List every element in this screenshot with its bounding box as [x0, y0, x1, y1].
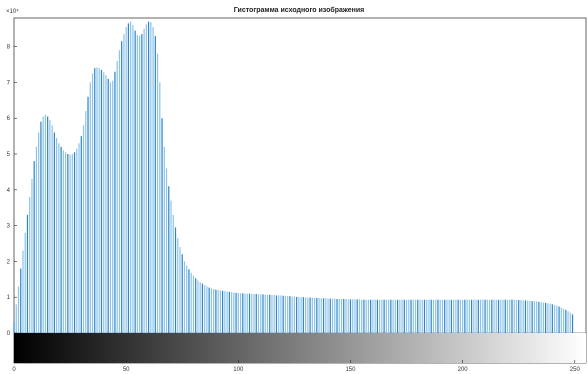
y-tick-label: 6 — [7, 116, 11, 122]
grayscale-gradient-bar — [14, 333, 586, 363]
y-tick-label: 8 — [7, 45, 11, 51]
x-tick-label: 50 — [123, 367, 130, 373]
gradient-bar-group — [14, 333, 586, 363]
y-tick-label: 4 — [7, 188, 11, 194]
x-tick-label: 100 — [233, 367, 244, 373]
y-tick-label: 7 — [7, 80, 11, 86]
chart-title: Гистограмма исходного изображения — [234, 6, 365, 14]
ticks-group: 0 1 2 3 4 5 6 7 8 0 50 100 150 200 250 — [7, 45, 581, 373]
x-tick-label: 0 — [12, 367, 16, 373]
bars-group — [13, 21, 574, 333]
x-tick-label: 150 — [345, 367, 356, 373]
x-tick-label: 250 — [570, 367, 581, 373]
y-tick-label: 0 — [7, 331, 11, 337]
y-multiplier-label: ×10⁴ — [6, 8, 19, 15]
y-tick-label: 1 — [7, 295, 11, 301]
y-tick-label: 5 — [7, 152, 11, 158]
plot-frame — [13, 17, 587, 364]
x-tick-label: 200 — [458, 367, 469, 373]
y-tick-label: 3 — [7, 224, 11, 230]
y-tick-label: 2 — [7, 259, 11, 265]
